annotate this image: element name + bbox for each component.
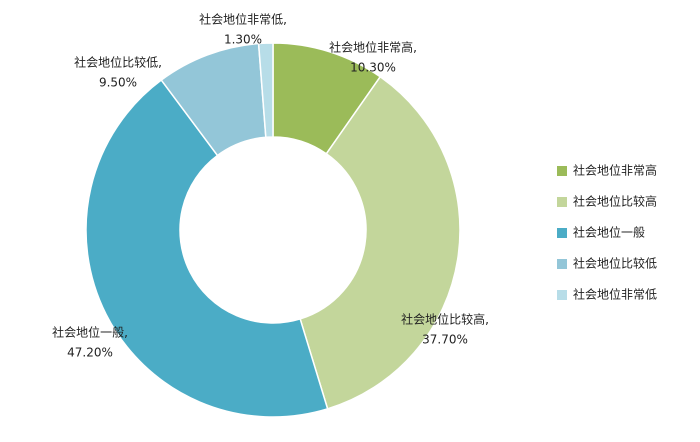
legend-label: 社会地位比较高 — [573, 194, 657, 209]
legend-label: 社会地位一般 — [573, 225, 645, 240]
data-label-value: 1.30% — [224, 33, 262, 47]
legend-swatch — [557, 290, 567, 300]
data-label-name: 社会地位一般, — [52, 325, 128, 340]
legend-label: 社会地位非常高 — [573, 163, 657, 178]
data-label-value: 10.30% — [350, 61, 396, 75]
data-label-value: 37.70% — [422, 333, 468, 347]
data-label-name: 社会地位比较低, — [74, 55, 162, 70]
legend-label: 社会地位非常低 — [573, 287, 657, 302]
data-label-name: 社会地位非常高, — [329, 40, 417, 55]
data-label-name: 社会地位非常低, — [199, 12, 287, 27]
legend-swatch — [557, 197, 567, 207]
legend-swatch — [557, 259, 567, 269]
legend-swatch — [557, 166, 567, 176]
data-label-name: 社会地位比较高, — [401, 312, 489, 327]
donut-slice — [299, 75, 461, 410]
donut-slice — [85, 78, 329, 418]
donut-slice — [257, 42, 274, 139]
legend-label: 社会地位比较低 — [573, 256, 657, 271]
legend-swatch — [557, 228, 567, 238]
data-label-value: 47.20% — [67, 346, 113, 360]
data-label-value: 9.50% — [99, 76, 137, 90]
